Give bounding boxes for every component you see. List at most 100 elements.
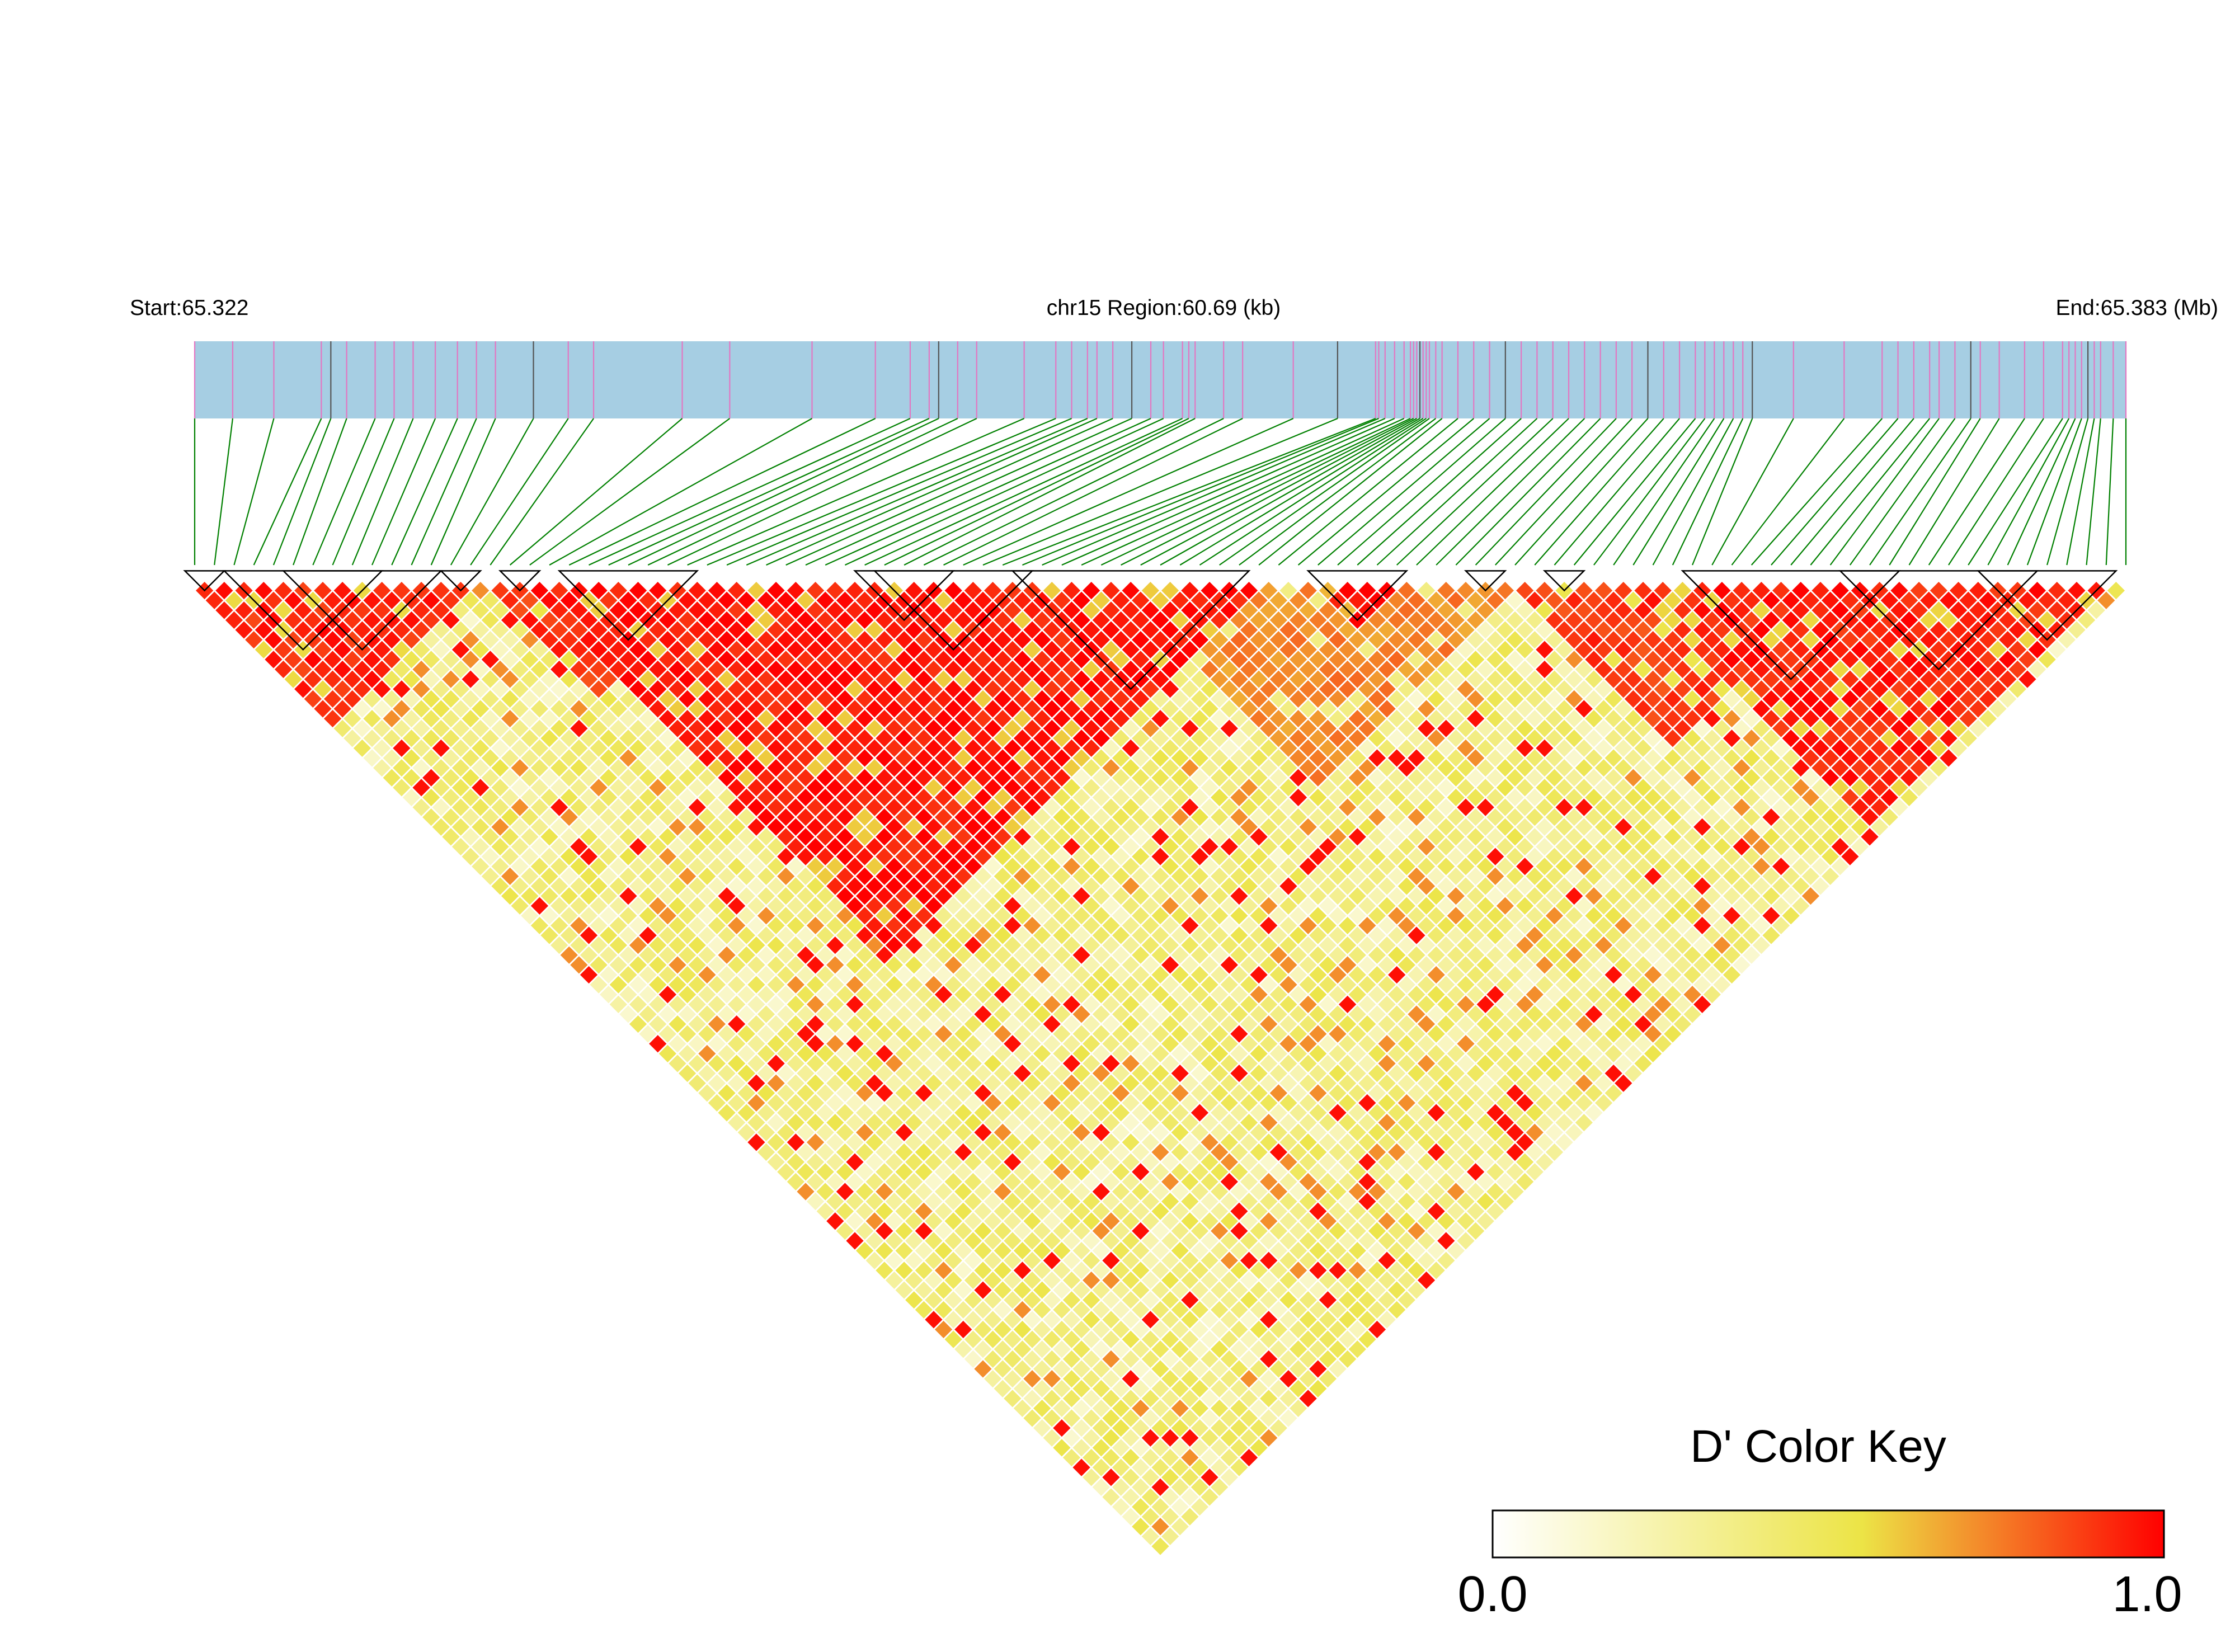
ld-cell: [521, 631, 539, 649]
ld-cell: [521, 848, 539, 865]
ld-cell: [422, 709, 440, 728]
ld-cell: [580, 828, 598, 846]
ld-cell: [274, 660, 293, 679]
ld-cell: [718, 1005, 736, 1023]
ld-cell: [728, 916, 746, 935]
ld-cell: [560, 946, 578, 964]
ld-cell: [590, 680, 608, 698]
ld-cell: [521, 769, 539, 787]
ld-cell: [994, 1320, 1011, 1339]
ld-cell: [885, 1271, 904, 1289]
ld-cell: [708, 858, 726, 876]
ld-cell: [1083, 1350, 1100, 1368]
ld-cell: [688, 877, 706, 895]
ld-cell: [728, 936, 746, 954]
ld-cell: [836, 907, 854, 925]
ld-cell: [806, 956, 825, 974]
ld-cell: [442, 670, 460, 688]
ld-cell: [1289, 1399, 1307, 1418]
ld-cell: [915, 1281, 933, 1299]
ld-cell: [442, 651, 460, 669]
ld-cell: [737, 887, 755, 905]
ld-cell: [934, 1320, 953, 1339]
ld-cell: [865, 976, 883, 994]
ld-cell: [1004, 1133, 1022, 1151]
ld-cell: [1151, 1380, 1169, 1397]
ld-cell: [895, 1163, 913, 1181]
ld-cell: [658, 848, 676, 865]
ld-cell: [1161, 1469, 1179, 1486]
ld-cell: [619, 907, 637, 925]
ld-cell: [1240, 1409, 1258, 1427]
ld-cell: [590, 739, 608, 757]
ld-cell: [934, 1242, 953, 1260]
ld-cell: [294, 601, 312, 619]
ld-cell: [540, 887, 558, 905]
ld-cell: [1230, 1380, 1248, 1397]
ld-cell: [669, 1055, 686, 1072]
ld-cell: [964, 1232, 982, 1250]
ld-cell: [816, 1005, 834, 1023]
ld-cell: [393, 779, 411, 797]
ld-cell: [511, 818, 529, 836]
ld-cell: [451, 798, 470, 816]
ld-cell: [1161, 1448, 1179, 1467]
ld-cell: [994, 1202, 1011, 1220]
ld-cell: [954, 1320, 972, 1339]
ld-cell: [393, 719, 411, 737]
ld-cell: [1013, 1123, 1032, 1141]
ld-cell: [708, 1074, 726, 1092]
ld-cell: [1023, 1291, 1041, 1309]
ld-cell: [521, 788, 539, 807]
ld-cell: [560, 867, 578, 885]
ld-cell: [806, 1114, 825, 1132]
ld-cell: [954, 1281, 972, 1299]
snp-connector: [391, 418, 458, 566]
snp-connector: [1199, 418, 1427, 566]
ld-cell: [472, 660, 490, 679]
ld-cell: [856, 986, 874, 1004]
ld-cell: [944, 1114, 962, 1132]
ld-cell: [757, 1084, 775, 1102]
ld-cell: [1141, 1350, 1159, 1368]
ld-cell: [412, 660, 430, 679]
ld-cell: [1062, 1350, 1081, 1368]
ld-cell: [1201, 1390, 1218, 1408]
ld-cell: [1122, 1369, 1140, 1388]
ld-cell: [1122, 1212, 1140, 1230]
ld-cell: [1004, 1369, 1022, 1388]
ld-cell: [1004, 1251, 1022, 1269]
ld-cell: [954, 1222, 972, 1240]
ld-cell: [629, 995, 647, 1013]
ld-cell: [1083, 1448, 1100, 1467]
ld-cell: [609, 759, 627, 777]
ld-cell: [934, 1262, 953, 1279]
ld-cell: [1220, 1330, 1238, 1348]
snp-connector: [1790, 418, 1914, 566]
ld-cell: [609, 739, 627, 757]
ld-cell: [1161, 1508, 1179, 1526]
ld-cell: [679, 808, 697, 826]
ld-cell: [639, 887, 657, 905]
ld-cell: [905, 1133, 923, 1151]
snp-connector: [1968, 418, 2063, 566]
ld-cell: [530, 621, 549, 639]
ld-cell: [658, 828, 676, 846]
ld-cell: [1102, 1212, 1120, 1230]
ld-cell: [777, 1163, 795, 1181]
ld-cell: [925, 1271, 943, 1289]
ld-cell: [865, 1192, 883, 1211]
ld-cell: [954, 1104, 972, 1122]
ld-cell: [590, 976, 608, 994]
ld-cell: [600, 729, 618, 747]
ld-cell: [1171, 1380, 1189, 1397]
ld-cell: [669, 779, 686, 797]
ld-cell: [679, 769, 697, 787]
ld-cell: [580, 709, 598, 728]
ld-cell: [846, 1173, 864, 1190]
ld-cell: [442, 788, 460, 807]
ld-cell: [1092, 1301, 1110, 1319]
ld-cell: [550, 759, 568, 777]
ld-cell: [1053, 1242, 1071, 1260]
ld-cell: [1211, 1380, 1229, 1397]
